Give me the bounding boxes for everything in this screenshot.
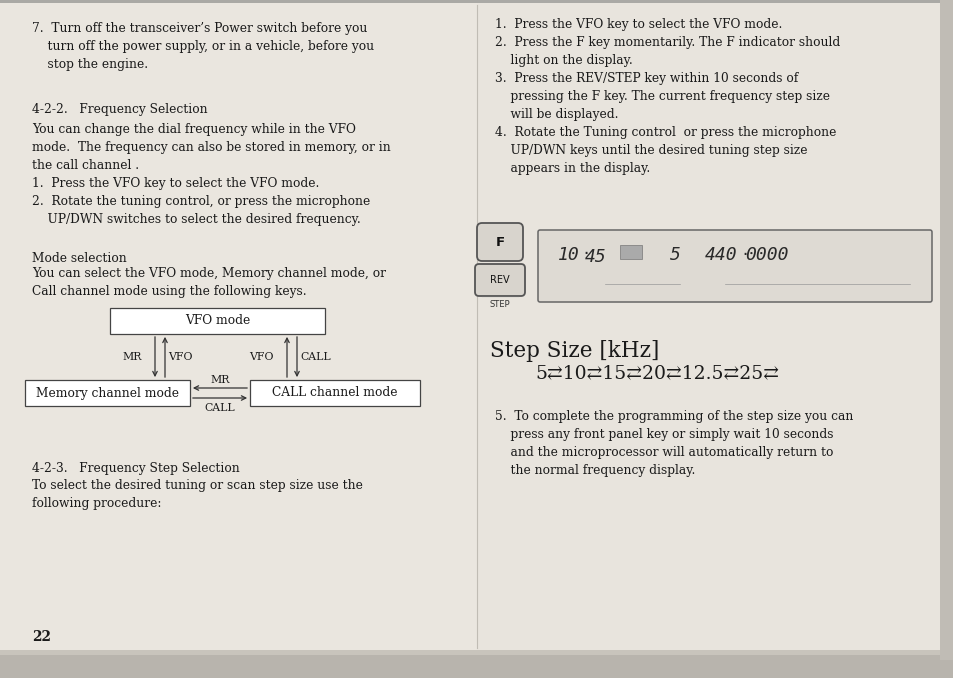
- Text: VFO mode: VFO mode: [185, 315, 250, 327]
- Text: 4-2-2.   Frequency Selection: 4-2-2. Frequency Selection: [32, 103, 208, 116]
- FancyBboxPatch shape: [475, 264, 524, 296]
- Text: To select the desired tuning or scan step size use the
following procedure:: To select the desired tuning or scan ste…: [32, 479, 362, 510]
- Text: MR: MR: [123, 352, 142, 362]
- Text: VFO: VFO: [168, 352, 193, 362]
- Bar: [476, 0, 953, 660]
- Text: 22: 22: [32, 630, 51, 644]
- Text: Memory channel mode: Memory channel mode: [36, 386, 179, 399]
- Text: 5.  To complete the programming of the step size you can
    press any front pan: 5. To complete the programming of the st…: [495, 410, 853, 477]
- Bar: [25, 380, 190, 406]
- FancyBboxPatch shape: [537, 230, 931, 302]
- Text: 1.  Press the VFO key to select the VFO mode.
2.  Press the F key momentarily. T: 1. Press the VFO key to select the VFO m…: [495, 18, 840, 175]
- Text: 440: 440: [704, 246, 737, 264]
- Text: 0000: 0000: [744, 246, 788, 264]
- Text: VFO: VFO: [250, 352, 274, 362]
- Text: MR: MR: [210, 375, 230, 385]
- Text: F: F: [495, 235, 504, 249]
- Text: 5: 5: [669, 246, 680, 264]
- FancyBboxPatch shape: [476, 223, 522, 261]
- Text: REV: REV: [490, 275, 509, 285]
- Text: You can select the VFO mode, Memory channel mode, or
Call channel mode using the: You can select the VFO mode, Memory chan…: [32, 267, 386, 298]
- Text: 5⇄10⇄15⇄20⇄12.5⇄25⇄: 5⇄10⇄15⇄20⇄12.5⇄25⇄: [535, 365, 779, 383]
- Text: CALL: CALL: [299, 352, 331, 362]
- Text: ·: ·: [740, 247, 748, 262]
- Text: Step Size [kHz]: Step Size [kHz]: [490, 340, 659, 362]
- Bar: [250, 380, 419, 406]
- Bar: [0, 0, 953, 3]
- Bar: [0, 650, 953, 655]
- Text: Mode selection: Mode selection: [32, 252, 127, 265]
- Text: 10: 10: [558, 246, 579, 264]
- Bar: [0, 655, 953, 678]
- Text: 45: 45: [584, 248, 606, 266]
- Bar: [110, 308, 325, 334]
- Text: CALL channel mode: CALL channel mode: [272, 386, 397, 399]
- Text: STEP: STEP: [489, 300, 510, 309]
- Text: ·: ·: [580, 246, 590, 261]
- Bar: [0, 0, 476, 660]
- Bar: [939, 0, 953, 660]
- Text: You can change the dial frequency while in the VFO
mode.  The frequency can also: You can change the dial frequency while …: [32, 123, 391, 226]
- Text: 7.  Turn off the transceiver’s Power switch before you
    turn off the power su: 7. Turn off the transceiver’s Power swit…: [32, 22, 374, 71]
- Bar: [619, 245, 641, 259]
- Text: 4-2-3.   Frequency Step Selection: 4-2-3. Frequency Step Selection: [32, 462, 239, 475]
- Text: CALL: CALL: [205, 403, 235, 413]
